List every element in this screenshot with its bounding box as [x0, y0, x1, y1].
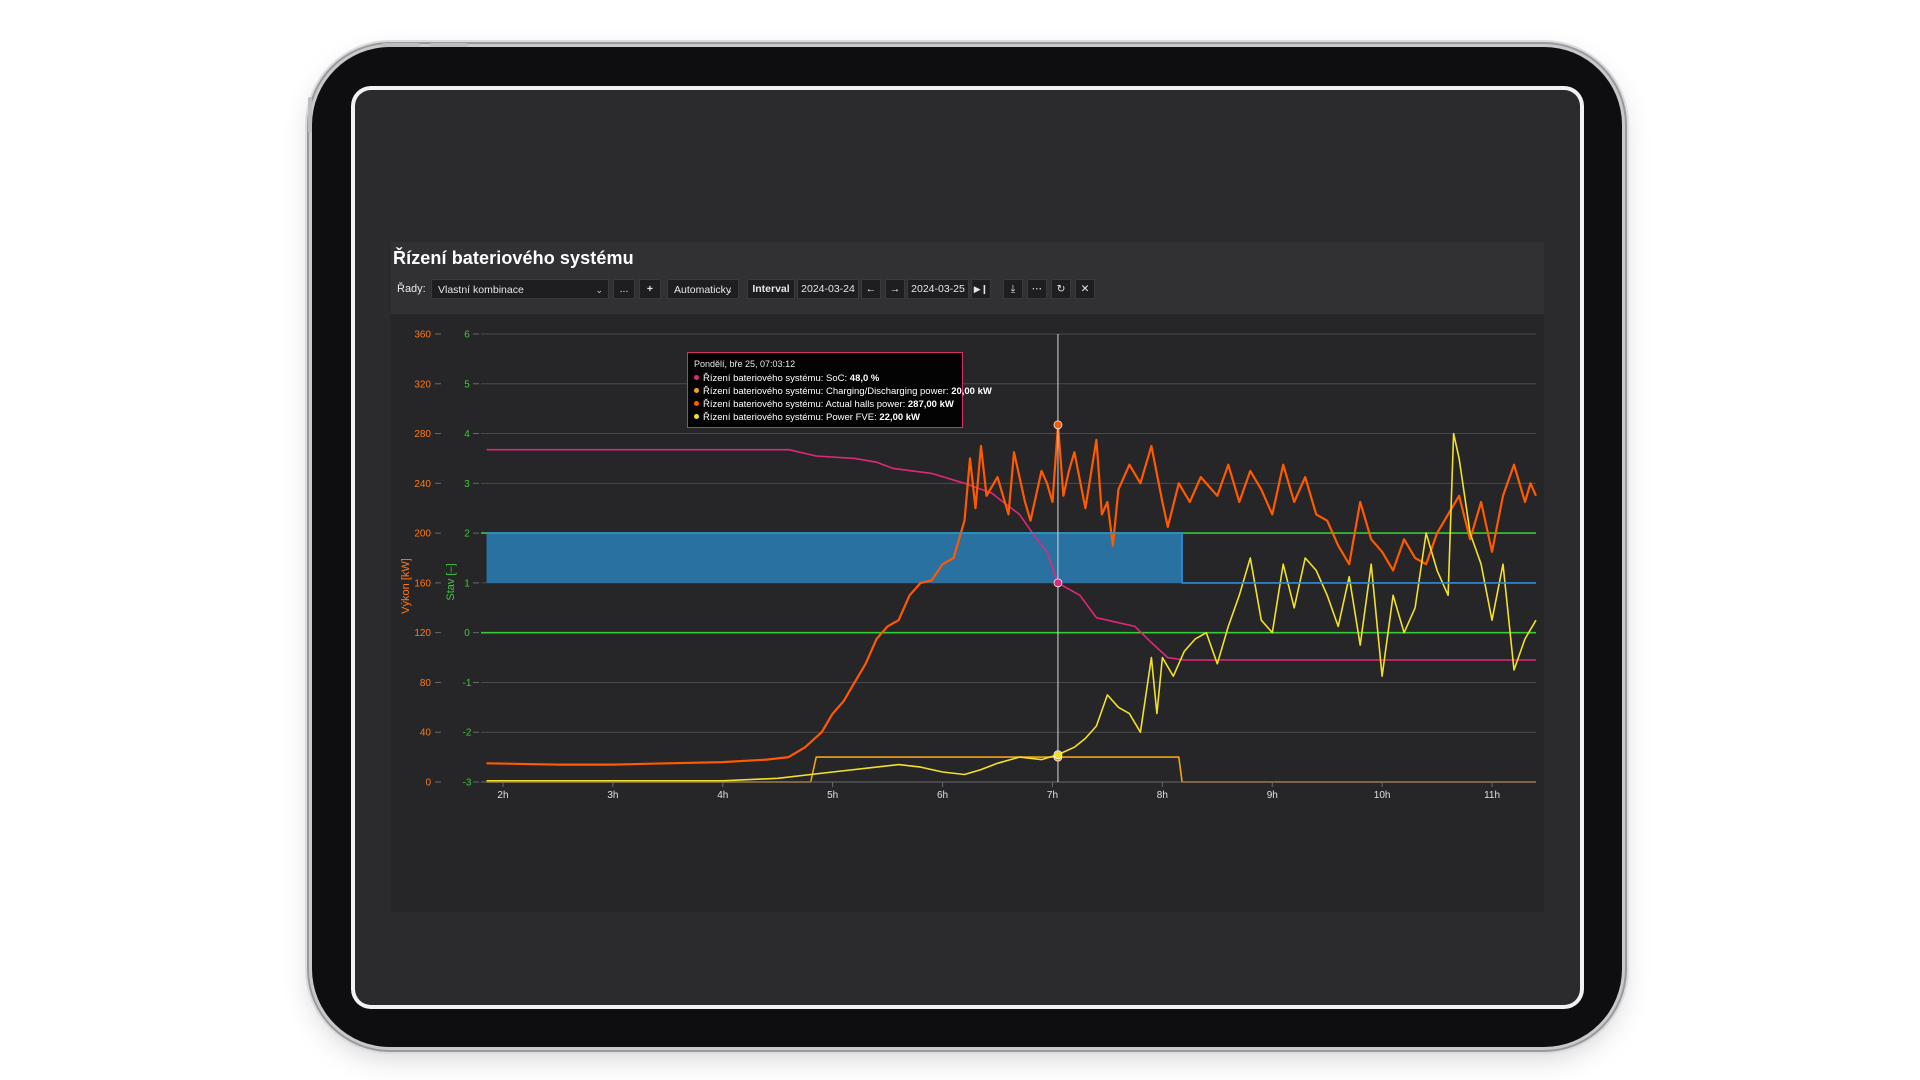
- chart-tooltip: Pondělí, bře 25, 07:03:12 Řízení baterio…: [687, 352, 992, 428]
- arrow-right-icon[interactable]: →: [885, 279, 905, 299]
- state-band: [486, 533, 1183, 583]
- series-select[interactable]: Vlastní kombinace ⌄: [431, 279, 609, 299]
- tablet-screen: Řízení bateriového systému Řady: Vlastní…: [355, 90, 1580, 1005]
- series-line-1: [486, 756, 1536, 783]
- x-tick-label: 5h: [827, 790, 838, 801]
- legend-dot: [694, 414, 699, 419]
- y-left-tick-label: 120: [414, 628, 431, 639]
- y-right-tick-label: -3: [463, 778, 472, 789]
- tooltip-value: 48,0 %: [849, 373, 880, 384]
- x-tick-label: 10h: [1374, 790, 1391, 801]
- y-right-tick-label: 5: [464, 379, 470, 390]
- state-band-fill: [486, 533, 1183, 583]
- chart-toolbar: Řady: Vlastní kombinace ⌄ ... + Automati…: [391, 278, 1544, 302]
- chevron-down-icon: ⌄: [725, 285, 733, 295]
- x-tick-label: 3h: [607, 790, 618, 801]
- x-tick-label: 8h: [1157, 790, 1168, 801]
- side-button: [308, 97, 312, 133]
- top-button: [382, 43, 420, 47]
- y-right-tick-label: 6: [464, 330, 470, 341]
- y-left-tick-label: 320: [414, 379, 431, 390]
- series-line-0: [486, 448, 1536, 661]
- mode-select[interactable]: Automaticky ⌄: [667, 279, 739, 299]
- y-left-tick-label: 160: [414, 578, 431, 589]
- x-tick-label: 11h: [1484, 790, 1500, 801]
- x-tick-label: 4h: [717, 790, 728, 801]
- series-line-3: [486, 432, 1537, 782]
- x-tick-label: 9h: [1267, 790, 1278, 801]
- tooltip-value: 20,00 kW: [951, 386, 992, 397]
- y-right-tick-label: 1: [464, 578, 470, 589]
- more-series-button[interactable]: ...: [613, 279, 635, 299]
- series-line-2: [486, 423, 1538, 766]
- date-to-field[interactable]: 2024-03-25: [907, 279, 969, 299]
- y-right-tick-label: 2: [464, 529, 470, 540]
- cursor-marker: [1053, 750, 1063, 760]
- page-title: Řízení bateriového systému: [393, 248, 634, 268]
- series-lines: [486, 423, 1538, 783]
- top-button: [430, 43, 468, 47]
- chevron-down-icon: ⌄: [595, 285, 603, 295]
- date-from-field[interactable]: 2024-03-24: [797, 279, 859, 299]
- x-tick-label: 6h: [937, 790, 948, 801]
- tooltip-value: 287,00 kW: [907, 399, 954, 410]
- interval-button[interactable]: Interval: [747, 279, 795, 299]
- y-left-axis-label: Výkon [kW]: [400, 558, 412, 614]
- chart-cursor: [1053, 334, 1063, 782]
- y-right-tick-label: -1: [463, 678, 472, 689]
- cursor-marker: [1053, 578, 1063, 588]
- y-left-tick-label: 0: [425, 778, 431, 789]
- chart-panel: Řízení bateriového systému Řady: Vlastní…: [391, 242, 1544, 912]
- tooltip-label: Řízení bateriového systému: Power FVE:: [703, 412, 880, 423]
- panel-header: Řízení bateriového systému Řady: Vlastní…: [391, 242, 1544, 314]
- more-icon[interactable]: ⋯: [1027, 279, 1047, 299]
- x-tick-label: 2h: [497, 790, 508, 801]
- tooltip-value: 22,00 kW: [879, 412, 921, 423]
- y-right-tick-label: 3: [464, 479, 470, 490]
- legend-dot: [694, 401, 699, 406]
- x-tick-label: 7h: [1047, 790, 1058, 801]
- tooltip-label: Řízení bateriového systému: Actual halls…: [703, 399, 908, 410]
- series-line-4: [486, 532, 1536, 584]
- legend-dot: [694, 375, 699, 380]
- y-left-tick-label: 200: [414, 529, 431, 540]
- y-left-tick-label: 80: [420, 678, 432, 689]
- cursor-marker: [1053, 420, 1063, 430]
- tooltip-row-halls: Řízení bateriového systému: Actual halls…: [694, 398, 956, 411]
- y-right-axis-label: Stav [–]: [445, 563, 457, 600]
- series-select-value: Vlastní kombinace: [438, 284, 524, 296]
- skip-end-icon[interactable]: ▶❙: [971, 279, 991, 299]
- add-series-button[interactable]: +: [639, 279, 661, 299]
- mode-select-value: Automaticky: [674, 284, 732, 296]
- series-label: Řady:: [397, 283, 426, 295]
- tooltip-label: Řízení bateriového systému: Charging/Dis…: [703, 386, 952, 397]
- y-right-tick-label: 0: [464, 628, 470, 639]
- arrow-left-icon[interactable]: ←: [861, 279, 881, 299]
- tooltip-row-fve: Řízení bateriového systému: Power FVE: 2…: [694, 411, 956, 424]
- tooltip-row-soc: Řízení bateriového systému: SoC: 48,0 %: [694, 372, 956, 385]
- y-left-tick-label: 240: [414, 479, 431, 490]
- close-icon[interactable]: ✕: [1075, 279, 1095, 299]
- y-left-tick-label: 360: [414, 330, 431, 341]
- tooltip-row-charging: Řízení bateriového systému: Charging/Dis…: [694, 385, 992, 398]
- legend-dot: [694, 388, 699, 393]
- y-right-tick-label: -2: [463, 728, 472, 739]
- download-icon[interactable]: ⤓: [1003, 279, 1023, 299]
- refresh-icon[interactable]: ↻: [1051, 279, 1071, 299]
- tooltip-title: Pondělí, bře 25, 07:03:12: [694, 359, 796, 369]
- tooltip-label: Řízení bateriového systému: SoC:: [703, 373, 850, 384]
- y-left-tick-label: 40: [420, 728, 432, 739]
- y-left-tick-label: 280: [414, 429, 431, 440]
- y-right-tick-label: 4: [464, 429, 470, 440]
